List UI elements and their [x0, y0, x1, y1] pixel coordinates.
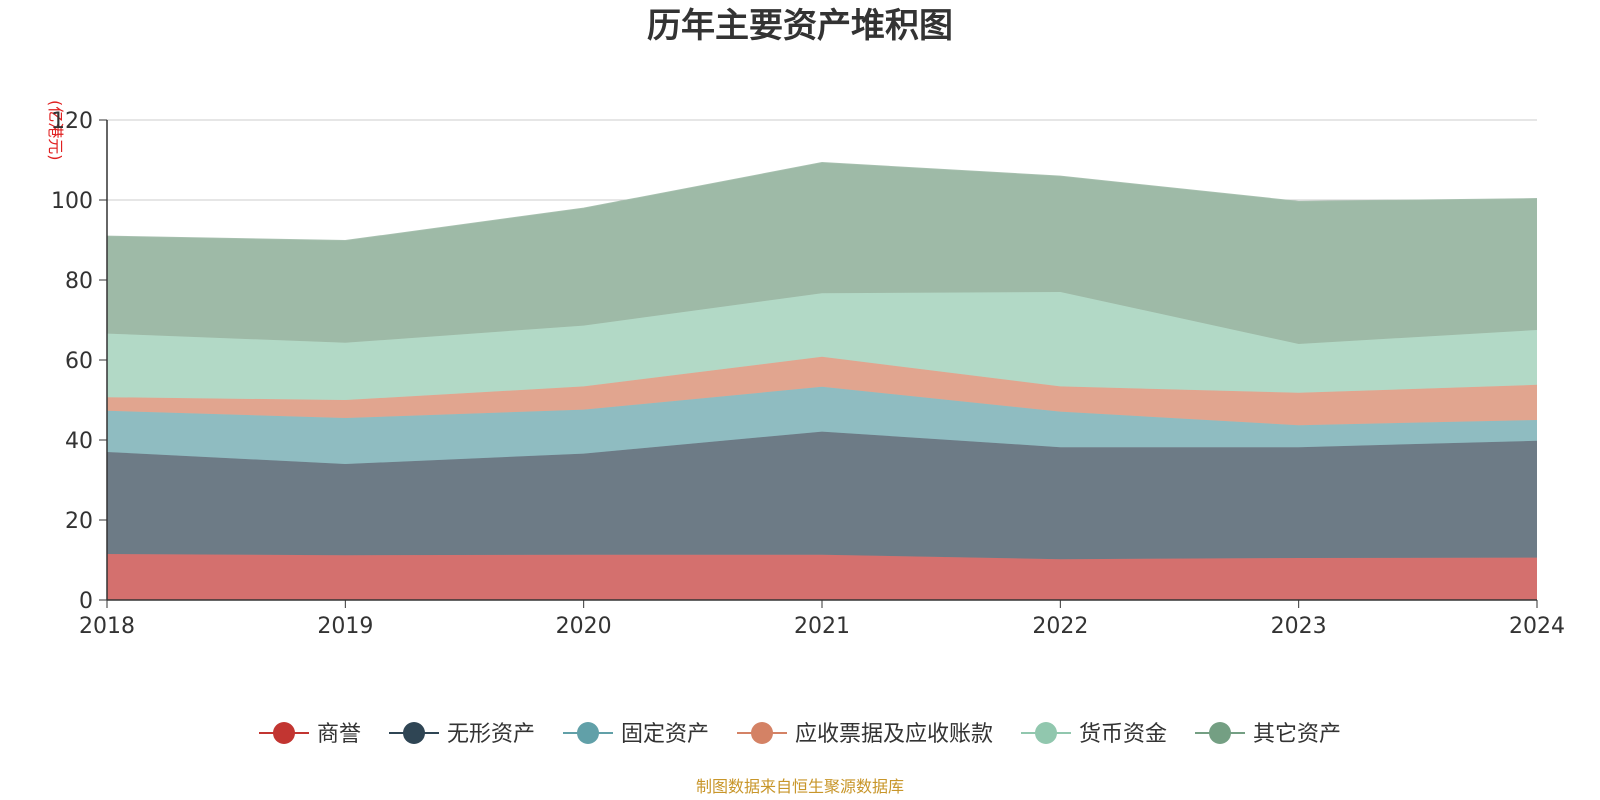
axes: 0 20 40 60 80 100 120 2018 2019 2020 2021 2022 2023 2… [51, 109, 1565, 639]
legend-item-4[interactable]: 货币资金 [1021, 722, 1167, 747]
y-tick-label-60: 60 [65, 349, 93, 374]
area-series-5 [107, 162, 1537, 344]
legend-item-5[interactable]: 其它资产 [1195, 722, 1341, 747]
legend-label-4: 货币资金 [1079, 722, 1167, 747]
area-edge-5 [106, 162, 1538, 242]
x-tick-label-2020: 2020 [556, 614, 612, 639]
data-source-note: 制图数据来自恒生聚源数据库 [696, 777, 904, 796]
legend-label-5: 其它资产 [1253, 722, 1341, 747]
x-tick-label-2022: 2022 [1032, 614, 1088, 639]
chart-title: 历年主要资产堆积图 [647, 6, 953, 46]
area-series-0 [107, 554, 1537, 600]
legend[interactable]: 商誉 无形资产 固定资产 应收票据及应收账款 货币资金 其它资产 [259, 722, 1341, 747]
legend-marker-3 [751, 722, 773, 744]
y-tick-label-40: 40 [65, 429, 93, 454]
area-series-4 [107, 292, 1537, 400]
area-series-1 [107, 431, 1537, 560]
y-tick-label-100: 100 [51, 189, 93, 214]
y-tick-label-80: 80 [65, 269, 93, 294]
legend-item-3[interactable]: 应收票据及应收账款 [737, 722, 993, 747]
y-tick-label-0: 0 [79, 589, 93, 614]
legend-item-2[interactable]: 固定资产 [563, 722, 709, 747]
x-tick-label-2018: 2018 [79, 614, 135, 639]
legend-marker-4 [1035, 722, 1057, 744]
x-tick-label-2023: 2023 [1271, 614, 1327, 639]
area-series [106, 162, 1538, 600]
y-tick-label-20: 20 [65, 509, 93, 534]
legend-marker-0 [273, 722, 295, 744]
area-series-2 [107, 386, 1537, 464]
legend-label-2: 固定资产 [621, 722, 709, 747]
legend-marker-5 [1209, 722, 1231, 744]
legend-label-1: 无形资产 [447, 722, 535, 747]
y-tick-label-120: 120 [51, 109, 93, 134]
legend-label-3: 应收票据及应收账款 [795, 722, 993, 747]
x-tick-label-2021: 2021 [794, 614, 850, 639]
legend-item-1[interactable]: 无形资产 [389, 722, 535, 747]
legend-item-0[interactable]: 商誉 [259, 722, 361, 747]
y-axis-unit: (亿港元) [46, 100, 65, 161]
legend-marker-2 [577, 722, 599, 744]
x-tick-label-2019: 2019 [317, 614, 373, 639]
legend-label-0: 商誉 [317, 722, 361, 747]
area-series-3 [107, 356, 1537, 426]
legend-marker-1 [403, 722, 425, 744]
x-tick-label-2024: 2024 [1509, 614, 1565, 639]
